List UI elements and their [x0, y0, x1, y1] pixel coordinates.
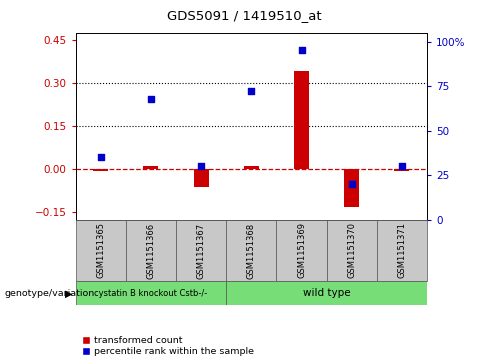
Bar: [326, 220, 377, 281]
Point: [348, 181, 356, 187]
Point: [197, 163, 205, 169]
Bar: [226, 281, 427, 305]
Legend: transformed count, percentile rank within the sample: transformed count, percentile rank withi…: [81, 334, 256, 358]
Point: [97, 154, 104, 160]
Point: [398, 163, 406, 169]
Bar: [344, 169, 359, 207]
Point: [147, 95, 155, 101]
Point: [247, 89, 255, 94]
Bar: [394, 169, 409, 171]
Bar: [93, 169, 108, 171]
Bar: [294, 72, 309, 169]
Text: GSM1151365: GSM1151365: [96, 223, 105, 278]
Text: GDS5091 / 1419510_at: GDS5091 / 1419510_at: [167, 9, 321, 22]
Bar: [226, 220, 276, 281]
Bar: [194, 169, 209, 187]
Text: cystatin B knockout Cstb-/-: cystatin B knockout Cstb-/-: [94, 289, 207, 298]
Text: GSM1151370: GSM1151370: [347, 223, 356, 278]
Bar: [143, 166, 159, 169]
Bar: [377, 220, 427, 281]
Text: GSM1151366: GSM1151366: [146, 223, 156, 278]
Bar: [276, 220, 326, 281]
Text: GSM1151369: GSM1151369: [297, 223, 306, 278]
Text: wild type: wild type: [303, 288, 350, 298]
Point: [298, 48, 305, 53]
Bar: [176, 220, 226, 281]
Bar: [244, 166, 259, 169]
Bar: [76, 220, 126, 281]
Text: ▶: ▶: [65, 288, 72, 298]
Text: genotype/variation: genotype/variation: [5, 289, 95, 298]
Text: GSM1151367: GSM1151367: [197, 223, 205, 278]
Text: GSM1151368: GSM1151368: [247, 223, 256, 278]
Bar: [76, 281, 226, 305]
Bar: [126, 220, 176, 281]
Text: GSM1151371: GSM1151371: [397, 223, 407, 278]
